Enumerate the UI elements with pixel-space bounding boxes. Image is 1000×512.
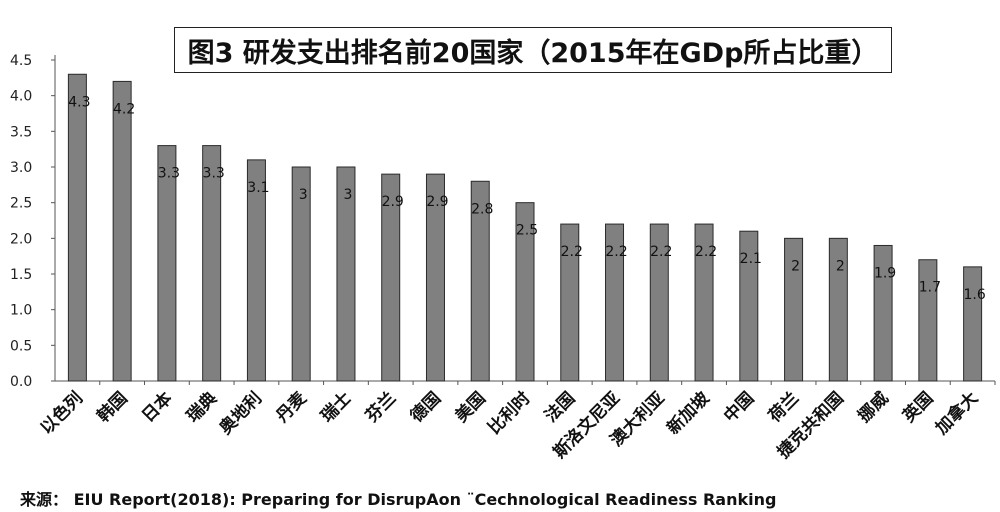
data-label: 2.2 — [561, 244, 583, 260]
data-label: 3 — [343, 187, 352, 203]
bar — [828, 237, 848, 382]
data-label: 2.2 — [650, 244, 672, 260]
bar — [694, 223, 714, 382]
source-note: 来源： EIU Report(2018): Preparing for Disr… — [20, 490, 777, 509]
category-label: 德国 — [406, 388, 445, 427]
y-tick-label: 3.0 — [10, 160, 32, 176]
bar — [425, 173, 445, 382]
y-tick-label: 4.0 — [10, 89, 32, 105]
data-label: 2.2 — [605, 244, 627, 260]
data-label: 1.6 — [963, 287, 985, 303]
data-label: 2.5 — [516, 223, 538, 239]
category-label: 日本 — [138, 388, 177, 427]
category-label: 丹麦 — [272, 387, 312, 427]
data-label: 4.3 — [68, 94, 90, 110]
category-label: 中国 — [719, 388, 758, 427]
data-label: 3 — [299, 187, 308, 203]
bar — [873, 244, 893, 382]
bar — [963, 266, 983, 382]
bar — [202, 145, 222, 382]
bar — [291, 166, 311, 382]
bar — [67, 73, 87, 382]
y-tick-label: 2.5 — [10, 196, 32, 212]
data-label: 2.9 — [382, 194, 404, 210]
bar — [739, 230, 759, 382]
category-label: 美国 — [451, 388, 490, 427]
data-label: 2.9 — [426, 194, 448, 210]
category-label: 荷兰 — [764, 388, 803, 427]
bar — [157, 145, 177, 382]
y-tick-label: 1.0 — [10, 303, 32, 319]
category-label: 挪威 — [854, 388, 893, 427]
category-label: 英国 — [899, 388, 938, 427]
y-tick-label: 0.5 — [10, 338, 32, 354]
category-label: 新加坡 — [663, 388, 714, 439]
category-label: 加拿大 — [931, 388, 983, 440]
category-label: 比利时 — [484, 388, 535, 439]
data-label: 2.1 — [740, 251, 762, 267]
y-tick-label: 3.5 — [10, 124, 32, 140]
bar — [515, 202, 535, 382]
category-label: 以色列 — [36, 388, 87, 439]
bar — [560, 223, 580, 382]
bar — [112, 80, 132, 382]
y-tick-label: 0.0 — [10, 374, 32, 390]
data-label: 1.9 — [874, 265, 896, 281]
y-tick-label: 1.5 — [10, 267, 32, 283]
chart-title: 图3 研发支出排名前20国家（2015年在GDp所占比重） — [174, 27, 892, 73]
category-label: 瑞士 — [317, 388, 356, 427]
data-label: 3.1 — [247, 180, 269, 196]
bar — [336, 166, 356, 382]
data-label: 2.8 — [471, 201, 493, 217]
bar — [381, 173, 401, 382]
data-label: 3.3 — [158, 166, 180, 182]
bar — [784, 237, 804, 382]
data-label: 2 — [791, 258, 800, 274]
category-label: 瑞典 — [182, 388, 221, 427]
bar — [649, 223, 669, 382]
bar — [246, 159, 266, 382]
bar — [605, 223, 625, 382]
data-label: 1.7 — [919, 280, 941, 296]
bar — [470, 180, 490, 382]
y-tick-label: 2.0 — [10, 231, 32, 247]
category-label: 韩国 — [93, 388, 132, 427]
data-label: 4.2 — [113, 101, 135, 117]
data-label: 3.3 — [203, 166, 225, 182]
bar — [918, 259, 938, 382]
category-label: 法国 — [540, 388, 579, 427]
category-label: 奥地利 — [215, 388, 266, 439]
data-label: 2 — [836, 258, 845, 274]
data-label: 2.2 — [695, 244, 717, 260]
y-tick-label: 4.5 — [10, 53, 32, 69]
category-label: 芬兰 — [361, 388, 401, 428]
